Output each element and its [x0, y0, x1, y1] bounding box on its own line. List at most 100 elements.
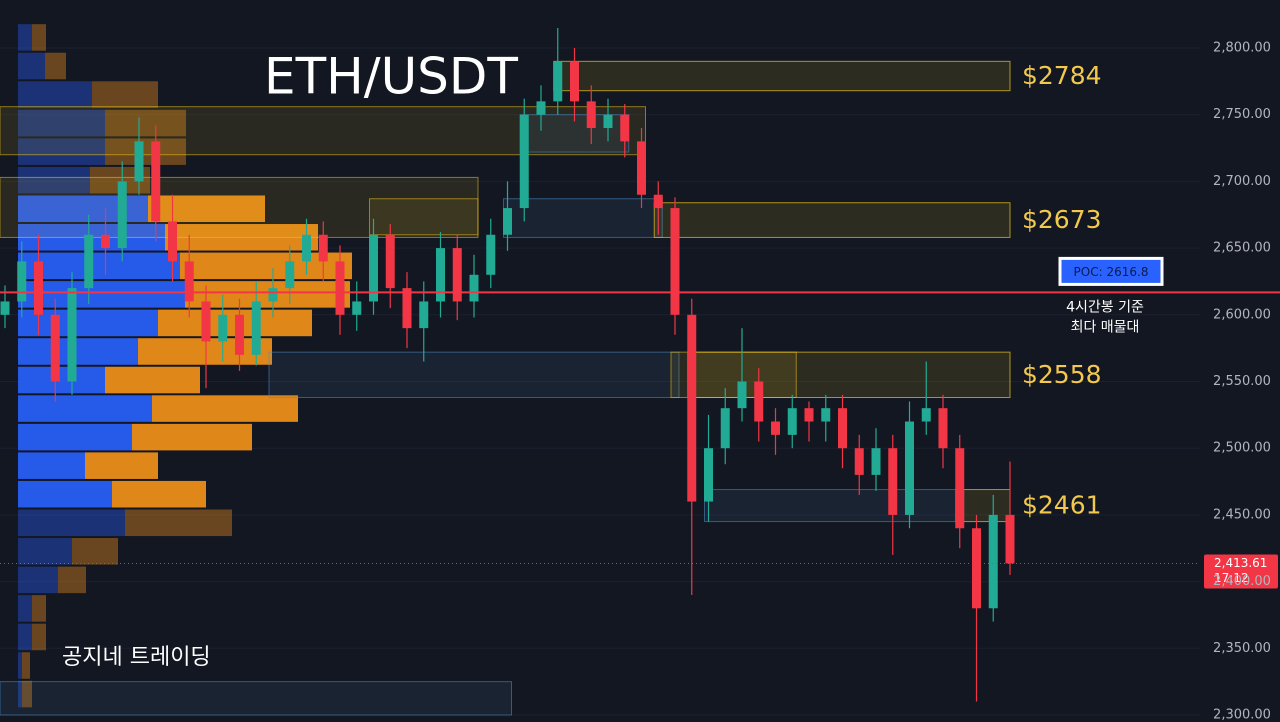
candle-body	[268, 288, 278, 302]
y-tick-label: 2,500.00	[1213, 441, 1271, 456]
y-tick-label: 2,400.00	[1213, 574, 1271, 589]
candle-body	[720, 408, 730, 449]
zone-label: $2461	[1022, 491, 1102, 520]
candle-body	[972, 528, 981, 609]
profile-buy-bar	[18, 509, 125, 537]
zone	[553, 60, 1011, 92]
profile-sell-bar	[92, 81, 158, 108]
candle-body	[804, 408, 814, 422]
candle-body	[553, 61, 563, 102]
profile-sell-bar	[185, 281, 350, 308]
profile-buy-bar	[18, 395, 152, 422]
y-tick-label: 2,300.00	[1213, 708, 1271, 722]
candle-body	[620, 114, 630, 142]
candle-body	[754, 381, 764, 422]
chart-title: ETH/USDT	[264, 48, 518, 106]
last-price-box	[1204, 554, 1278, 589]
profile-buy-bar	[18, 623, 32, 651]
profile-buy-bar	[18, 366, 105, 394]
candle-body	[84, 234, 94, 289]
candle-body	[251, 301, 261, 355]
price-box	[0, 176, 479, 238]
y-tick-label: 2,700.00	[1213, 174, 1271, 189]
candle-body	[1005, 514, 1015, 564]
candle-body	[988, 514, 998, 609]
candle-body	[117, 181, 127, 249]
profile-buy-bar	[18, 52, 45, 80]
zone-label: $2673	[1022, 205, 1102, 234]
profile-buy-bar	[18, 452, 85, 479]
candle-body	[888, 448, 898, 515]
candle-body	[402, 288, 412, 329]
price-box	[268, 351, 680, 399]
candle-body	[101, 234, 110, 249]
candle-body	[670, 208, 680, 315]
candle-body	[151, 141, 161, 222]
candle-body	[771, 421, 780, 435]
candle-body	[838, 408, 847, 449]
poc-note: 4시간봉 기준	[1066, 299, 1144, 315]
profile-buy-bar	[18, 680, 22, 708]
candle-body	[335, 261, 345, 315]
zone-label: $2558	[1022, 360, 1102, 389]
candle-body	[519, 114, 529, 209]
profile-buy-bar	[18, 480, 112, 508]
candle-body	[737, 381, 747, 409]
candle-body	[921, 408, 931, 422]
profile-buy-bar	[18, 595, 32, 622]
last-time-label: 17:12	[1214, 571, 1249, 585]
candle-body	[218, 314, 228, 342]
y-tick-label: 2,450.00	[1213, 507, 1271, 522]
candle-body	[235, 314, 244, 355]
y-tick-label: 2,650.00	[1213, 241, 1271, 256]
candle-body	[821, 408, 831, 422]
candle-body	[419, 301, 429, 329]
profile-sell-bar	[152, 395, 298, 422]
candle-body	[17, 261, 27, 302]
candle-body	[34, 261, 43, 315]
profile-sell-bar	[32, 595, 46, 622]
profile-buy-bar	[18, 338, 138, 365]
candle-body	[385, 234, 395, 289]
poc-label: POC: 2616.8	[1074, 265, 1149, 279]
candle-body	[134, 141, 144, 182]
profile-sell-bar	[45, 52, 66, 80]
candle-body	[637, 141, 646, 195]
zone	[687, 351, 1011, 399]
price-box	[704, 489, 965, 523]
profile-sell-bar	[105, 109, 186, 137]
price-box	[503, 198, 663, 238]
profile-buy-bar	[18, 652, 22, 679]
candle-body	[318, 234, 328, 262]
price-box	[0, 681, 512, 716]
candle-body	[955, 448, 965, 529]
zone	[955, 489, 1011, 523]
profile-sell-bar	[32, 623, 46, 651]
poc-note: 최다 매물대	[1071, 319, 1140, 335]
y-tick-label: 2,750.00	[1213, 107, 1271, 122]
profile-buy-bar	[18, 138, 105, 165]
candle-body	[201, 301, 211, 342]
profile-sell-bar	[22, 680, 32, 708]
candle-body	[854, 448, 864, 475]
y-tick-label: 2,550.00	[1213, 374, 1271, 389]
zone-label: $2784	[1022, 61, 1102, 90]
candle-body	[184, 261, 194, 302]
profile-buy-bar	[18, 81, 92, 108]
profile-sell-bar	[105, 138, 186, 165]
profile-buy-bar	[18, 538, 72, 565]
y-tick-label: 2,600.00	[1213, 307, 1271, 322]
profile-sell-bar	[132, 423, 252, 451]
candle-body	[653, 194, 663, 209]
candle-body	[0, 301, 10, 315]
candle-body	[369, 234, 378, 302]
candle-body	[352, 301, 362, 315]
watermark: 공지네 트레이딩	[62, 645, 211, 670]
price-box	[369, 198, 479, 236]
y-tick-label: 2,350.00	[1213, 641, 1271, 656]
candle-body	[603, 114, 613, 129]
profile-buy-bar	[18, 24, 32, 51]
profile-sell-bar	[105, 366, 200, 394]
profile-sell-bar	[148, 195, 265, 223]
candle-body	[938, 408, 948, 449]
